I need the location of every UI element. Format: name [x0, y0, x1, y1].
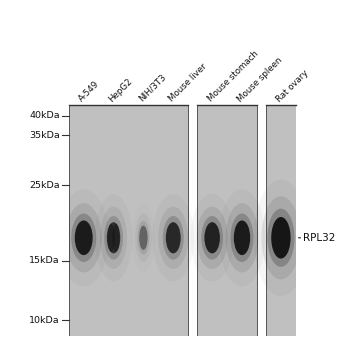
Ellipse shape	[112, 224, 120, 252]
Ellipse shape	[261, 196, 300, 279]
Ellipse shape	[226, 203, 258, 272]
Ellipse shape	[158, 206, 188, 269]
Ellipse shape	[201, 216, 223, 260]
Ellipse shape	[166, 222, 181, 253]
Ellipse shape	[100, 206, 127, 269]
Ellipse shape	[71, 214, 96, 262]
Bar	[69, 105, 188, 336]
Text: 15kDa: 15kDa	[29, 256, 60, 265]
Ellipse shape	[267, 209, 294, 267]
Ellipse shape	[204, 222, 220, 253]
Ellipse shape	[107, 222, 120, 253]
Ellipse shape	[104, 216, 123, 260]
Text: Mouse liver: Mouse liver	[167, 62, 208, 104]
Ellipse shape	[197, 206, 228, 269]
Text: 25kDa: 25kDa	[29, 181, 60, 190]
Text: Mouse spleen: Mouse spleen	[236, 55, 284, 104]
Text: A-549: A-549	[77, 79, 101, 104]
Ellipse shape	[163, 216, 184, 260]
Ellipse shape	[107, 224, 115, 252]
Text: 10kDa: 10kDa	[29, 316, 60, 325]
Ellipse shape	[139, 226, 148, 250]
Text: Mouse stomach: Mouse stomach	[206, 49, 260, 104]
Text: Rat ovary: Rat ovary	[275, 68, 310, 104]
Text: RPL32: RPL32	[303, 233, 335, 243]
Ellipse shape	[75, 220, 93, 255]
Text: 40kDa: 40kDa	[29, 111, 60, 120]
Bar	[197, 105, 257, 336]
Ellipse shape	[234, 220, 250, 255]
Text: NIH/3T3: NIH/3T3	[137, 73, 168, 104]
Text: 35kDa: 35kDa	[29, 131, 60, 140]
Bar	[266, 105, 296, 336]
Ellipse shape	[66, 203, 101, 272]
Ellipse shape	[138, 221, 149, 255]
Ellipse shape	[271, 217, 291, 259]
Ellipse shape	[230, 214, 254, 262]
Text: HepG2: HepG2	[107, 76, 135, 104]
